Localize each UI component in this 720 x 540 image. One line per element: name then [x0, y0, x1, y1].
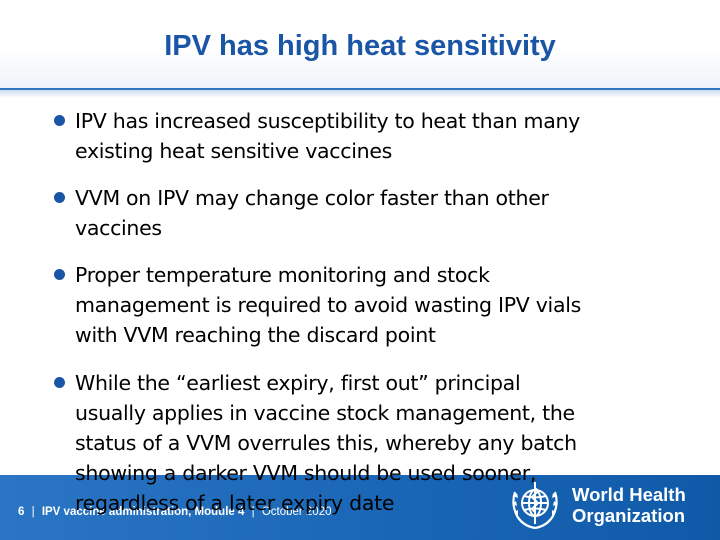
- footer-module: IPV vaccine administration, Module 4: [41, 506, 245, 518]
- page-number: 6: [18, 506, 25, 518]
- slide-title: IPV has high heat sensitivity: [164, 30, 556, 62]
- title-divider: [0, 88, 720, 90]
- who-logo-line1: World Health: [572, 484, 686, 505]
- who-logo-text: World Health Organization: [572, 484, 686, 526]
- footer-band: [0, 475, 720, 540]
- bullet-text: While the “earliest expiry, first out” p…: [75, 371, 577, 515]
- bullet-dot-icon: [54, 192, 65, 203]
- title-band: [0, 0, 720, 88]
- bullet-dot-icon: [54, 269, 65, 280]
- bullet-text: VVM on IPV may change color faster than …: [75, 186, 549, 240]
- who-emblem-icon: [512, 482, 558, 530]
- footer-date: October 2020: [261, 506, 332, 518]
- bullet-text: IPV has increased susceptibility to heat…: [75, 109, 580, 163]
- footer-separator: |: [251, 506, 255, 518]
- bullet-dot-icon: [54, 377, 65, 388]
- bullet-text: Proper temperature monitoring and stock …: [75, 263, 581, 347]
- footer-separator: |: [31, 506, 35, 518]
- bullet-dot-icon: [54, 115, 65, 126]
- footer-text: 6 | IPV vaccine administration, Module 4…: [18, 506, 332, 518]
- who-logo-line2: Organization: [572, 505, 686, 526]
- title-divider-shade: [0, 90, 720, 98]
